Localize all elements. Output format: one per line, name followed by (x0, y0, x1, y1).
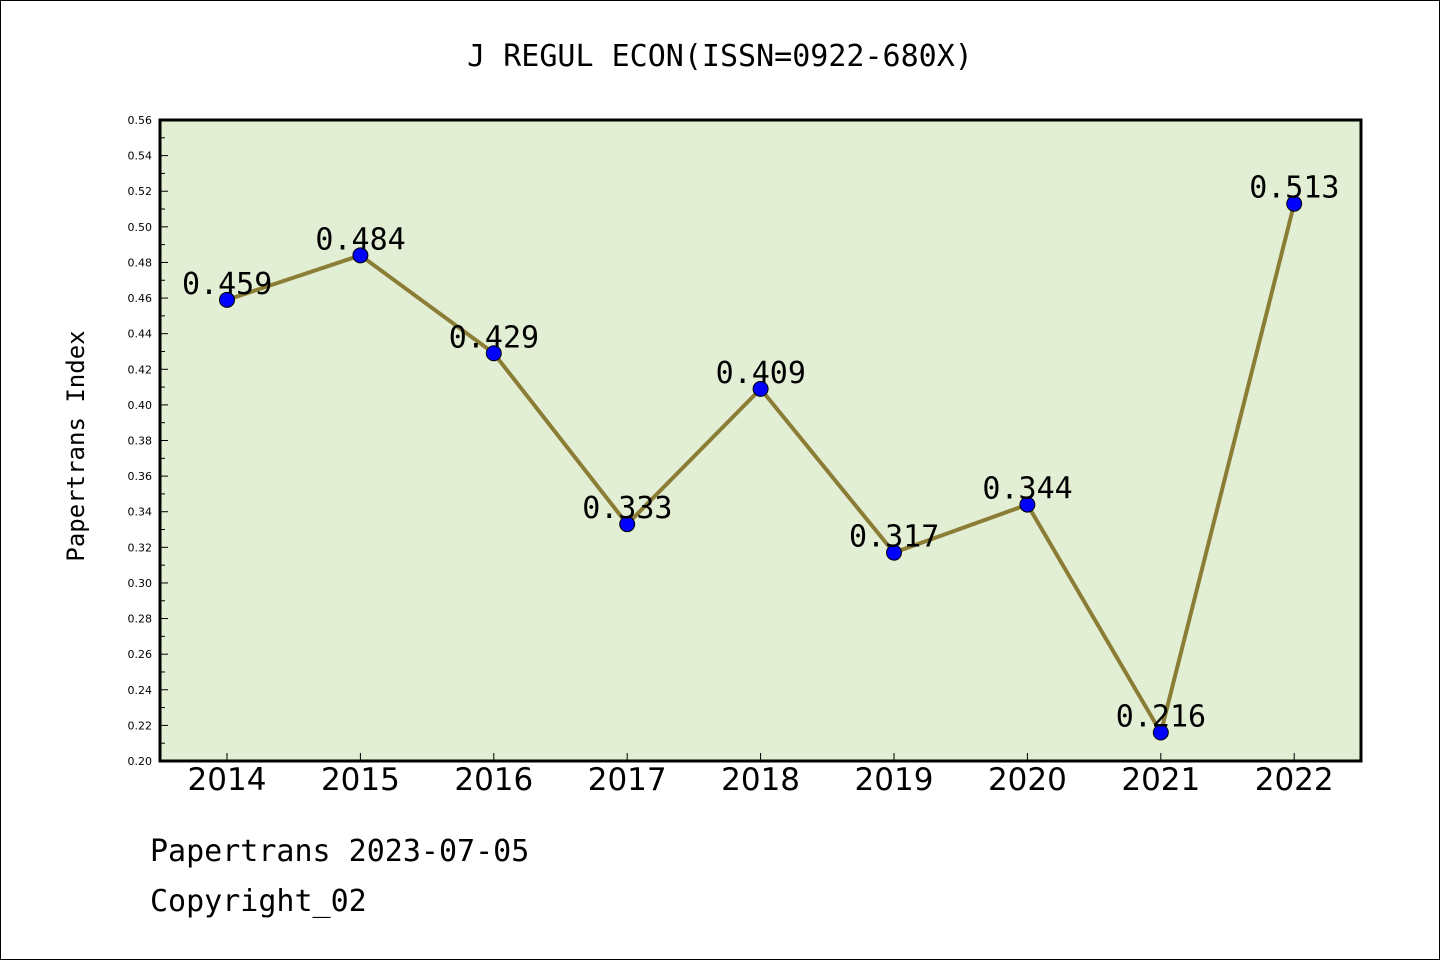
data-label: 0.409 (716, 356, 806, 391)
y-tick-label: 0.40 (128, 399, 153, 412)
y-tick-label: 0.54 (128, 150, 153, 163)
y-tick-label: 0.36 (128, 470, 153, 483)
plot-area (158, 118, 1363, 763)
data-label: 0.459 (182, 267, 272, 302)
y-axis-label: Papertrans Index (62, 330, 90, 561)
y-tick-label: 0.34 (128, 506, 153, 519)
data-label-group: 0.459 0.484 0.429 0.333 0.409 0.317 0.344 0.216… (182, 171, 1340, 735)
data-point-marker (1152, 724, 1169, 741)
data-label: 0.344 (982, 472, 1072, 507)
y-tick-label: 0.22 (128, 719, 153, 732)
data-point-marker (1286, 195, 1303, 212)
y-tick-label: 0.56 (128, 114, 153, 127)
y-tick-label: 0.26 (128, 648, 153, 661)
chart-title: J REGUL ECON(ISSN=0922-680X) (467, 39, 973, 74)
x-tick-label: 2019 (855, 762, 934, 798)
y-tick-label: 0.46 (128, 292, 153, 305)
data-point-marker (886, 544, 902, 561)
x-tick-label: 2021 (1121, 762, 1200, 798)
data-point-marker (1019, 496, 1036, 513)
x-tick-label: 2018 (721, 762, 800, 798)
data-label: 0.484 (315, 222, 405, 257)
data-point-marker (752, 380, 769, 397)
series-line-group (219, 195, 1303, 741)
footer-copyright: Copyright_02 (150, 884, 367, 919)
data-label: 0.317 (849, 520, 939, 555)
y-axis: 0.20 0.22 0.24 0.26 0.28 0.30 0.32 0.34 0.36 0.38… (128, 114, 168, 768)
x-tick-label: 2014 (188, 762, 267, 798)
data-point-marker (485, 345, 502, 362)
data-point-marker (219, 291, 235, 308)
x-tick-label: 2022 (1255, 762, 1334, 798)
y-tick-label: 0.44 (128, 328, 153, 341)
y-tick-label: 0.42 (128, 363, 153, 376)
y-tick-label: 0.52 (128, 185, 153, 198)
y-tick-label: 0.28 (128, 613, 153, 626)
y-tick-label: 0.24 (128, 684, 153, 697)
footer-date: Papertrans 2023-07-05 (150, 834, 530, 869)
data-point-marker (619, 516, 636, 533)
data-label: 0.513 (1249, 171, 1339, 206)
y-tick-label: 0.32 (128, 541, 153, 554)
x-tick-label: 2016 (454, 762, 533, 798)
x-axis: 2014 2015 2016 2017 2018 2019 2020 2021 2022 (188, 753, 1334, 798)
data-label: 0.429 (449, 320, 539, 355)
y-tick-label: 0.38 (128, 435, 153, 448)
y-tick-label: 0.30 (128, 577, 153, 590)
data-label: 0.333 (582, 491, 672, 526)
y-tick-label: 0.20 (128, 755, 153, 768)
y-tick-label: 0.48 (128, 256, 153, 269)
x-tick-label: 2017 (588, 762, 667, 798)
x-tick-label: 2020 (988, 762, 1067, 798)
y-tick-label: 0.50 (128, 221, 153, 234)
data-point-marker (352, 247, 369, 264)
x-tick-label: 2015 (321, 762, 400, 798)
data-label: 0.216 (1116, 700, 1206, 735)
